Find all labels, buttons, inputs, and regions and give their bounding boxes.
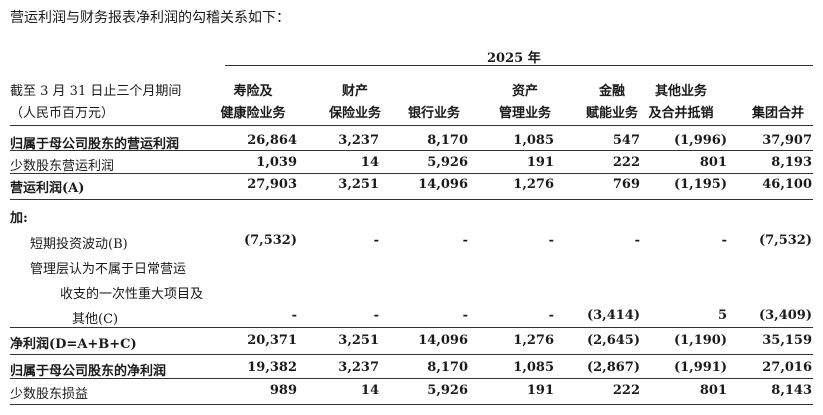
row-label: 归属于母公司股东的净利润 [10,364,167,379]
row-label: 归属于母公司股东的营运利润 [10,137,180,152]
column-header: 财产 [341,84,369,99]
row-label: 管理层认为不属于日常营运 [30,262,187,277]
stub-line-1: 截至 3 月 31 日止三个月期间 [10,84,182,99]
table-cell: 547 [612,133,640,148]
table-cell: - [634,233,640,248]
table-cell: 14,096 [418,333,468,348]
table-cell: (2,867) [586,360,640,375]
table-cell: 27,016 [762,360,812,375]
table-cell: 37,907 [762,133,812,148]
table-cell: 35,159 [762,333,812,348]
year-header: 2025 年 [487,51,541,66]
rule-line [10,404,813,405]
column-header: 寿险及 [233,84,273,99]
table-cell: 46,100 [762,177,812,192]
table-cell: 801 [699,383,727,398]
intro-text: 营运利润与财务报表净利润的勾稽关系如下： [10,10,290,26]
table-cell: (1,996) [673,133,727,148]
table-cell: 1,276 [513,177,554,192]
table-cell: 26,864 [247,133,297,148]
table-cell: 1,085 [513,133,554,148]
table-cell: (1,190) [673,333,727,348]
table-cell: 20,371 [247,333,297,348]
column-header: 管理业务 [498,106,552,121]
table-cell: 989 [269,383,297,398]
column-header: 资产 [511,84,539,99]
rule-line [10,150,813,151]
table-cell: 222 [612,383,640,398]
table-cell: 191 [526,155,554,170]
table-cell: 14,096 [418,177,468,192]
row-label: 加: [10,211,28,226]
table-cell: 8,170 [427,360,468,375]
table-cell: - [462,233,468,248]
column-header: 赋能业务 [585,106,639,121]
table-cell: (1,991) [673,360,727,375]
column-header: 银行业务 [407,106,461,121]
table-cell: 14 [360,155,379,170]
column-header: 及合并抵销 [648,106,714,121]
rule-line [10,378,813,379]
table-cell: (7,532) [243,233,297,248]
table-cell: 8,143 [771,383,812,398]
rule-line [10,199,813,200]
table-cell: 27,903 [247,177,297,192]
row-label: 短期投资波动(B) [30,237,128,252]
table-cell: - [548,233,554,248]
table-cell: 8,170 [427,133,468,148]
table-cell: 222 [612,155,640,170]
table-cell: - [291,308,297,323]
column-header: 其他业务 [654,84,708,99]
row-label: 营运利润(A) [10,181,85,196]
rule-line [10,173,813,174]
table-cell: - [548,308,554,323]
table-cell: - [462,308,468,323]
table-cell: 801 [699,155,727,170]
table-cell: 5,926 [427,155,468,170]
table-cell: 14 [360,383,379,398]
rule-line [10,327,813,328]
table-cell: 3,251 [338,177,379,192]
row-label: 少数股东损益 [10,387,89,402]
column-header: 集团合并 [751,106,805,121]
table-cell: 769 [612,177,640,192]
row-label: 其他(C) [72,312,119,327]
table-cell: 19,382 [247,360,297,375]
table-cell: 3,237 [338,360,379,375]
rule-line [10,125,813,126]
table-cell: 1,039 [256,155,297,170]
row-label: 净利润(D=A+B+C) [10,337,137,352]
column-header: 保险业务 [328,106,382,121]
table-cell: (3,409) [758,308,812,323]
stub-line-2: （人民币百万元） [10,106,115,121]
table-cell: 1,276 [513,333,554,348]
table-cell: (7,532) [758,233,812,248]
table-cell: 5 [717,308,727,323]
table-cell: - [373,233,379,248]
rule-line [225,65,813,66]
table-cell: 8,193 [771,155,812,170]
table-cell: 3,237 [338,133,379,148]
column-header: 健康险业务 [220,106,286,121]
table-cell: 191 [526,383,554,398]
table-cell: - [373,308,379,323]
table-cell: - [721,233,727,248]
row-label: 少数股东营运利润 [10,159,115,174]
table-cell: (3,414) [586,308,640,323]
table-cell: (1,195) [673,177,727,192]
table-cell: (2,645) [586,333,640,348]
column-header: 金融 [598,84,626,99]
table-cell: 5,926 [427,383,468,398]
table-cell: 1,085 [513,360,554,375]
rule-line [10,354,813,355]
table-cell: 3,251 [338,333,379,348]
row-label: 收支的一次性重大项目及 [60,287,204,302]
